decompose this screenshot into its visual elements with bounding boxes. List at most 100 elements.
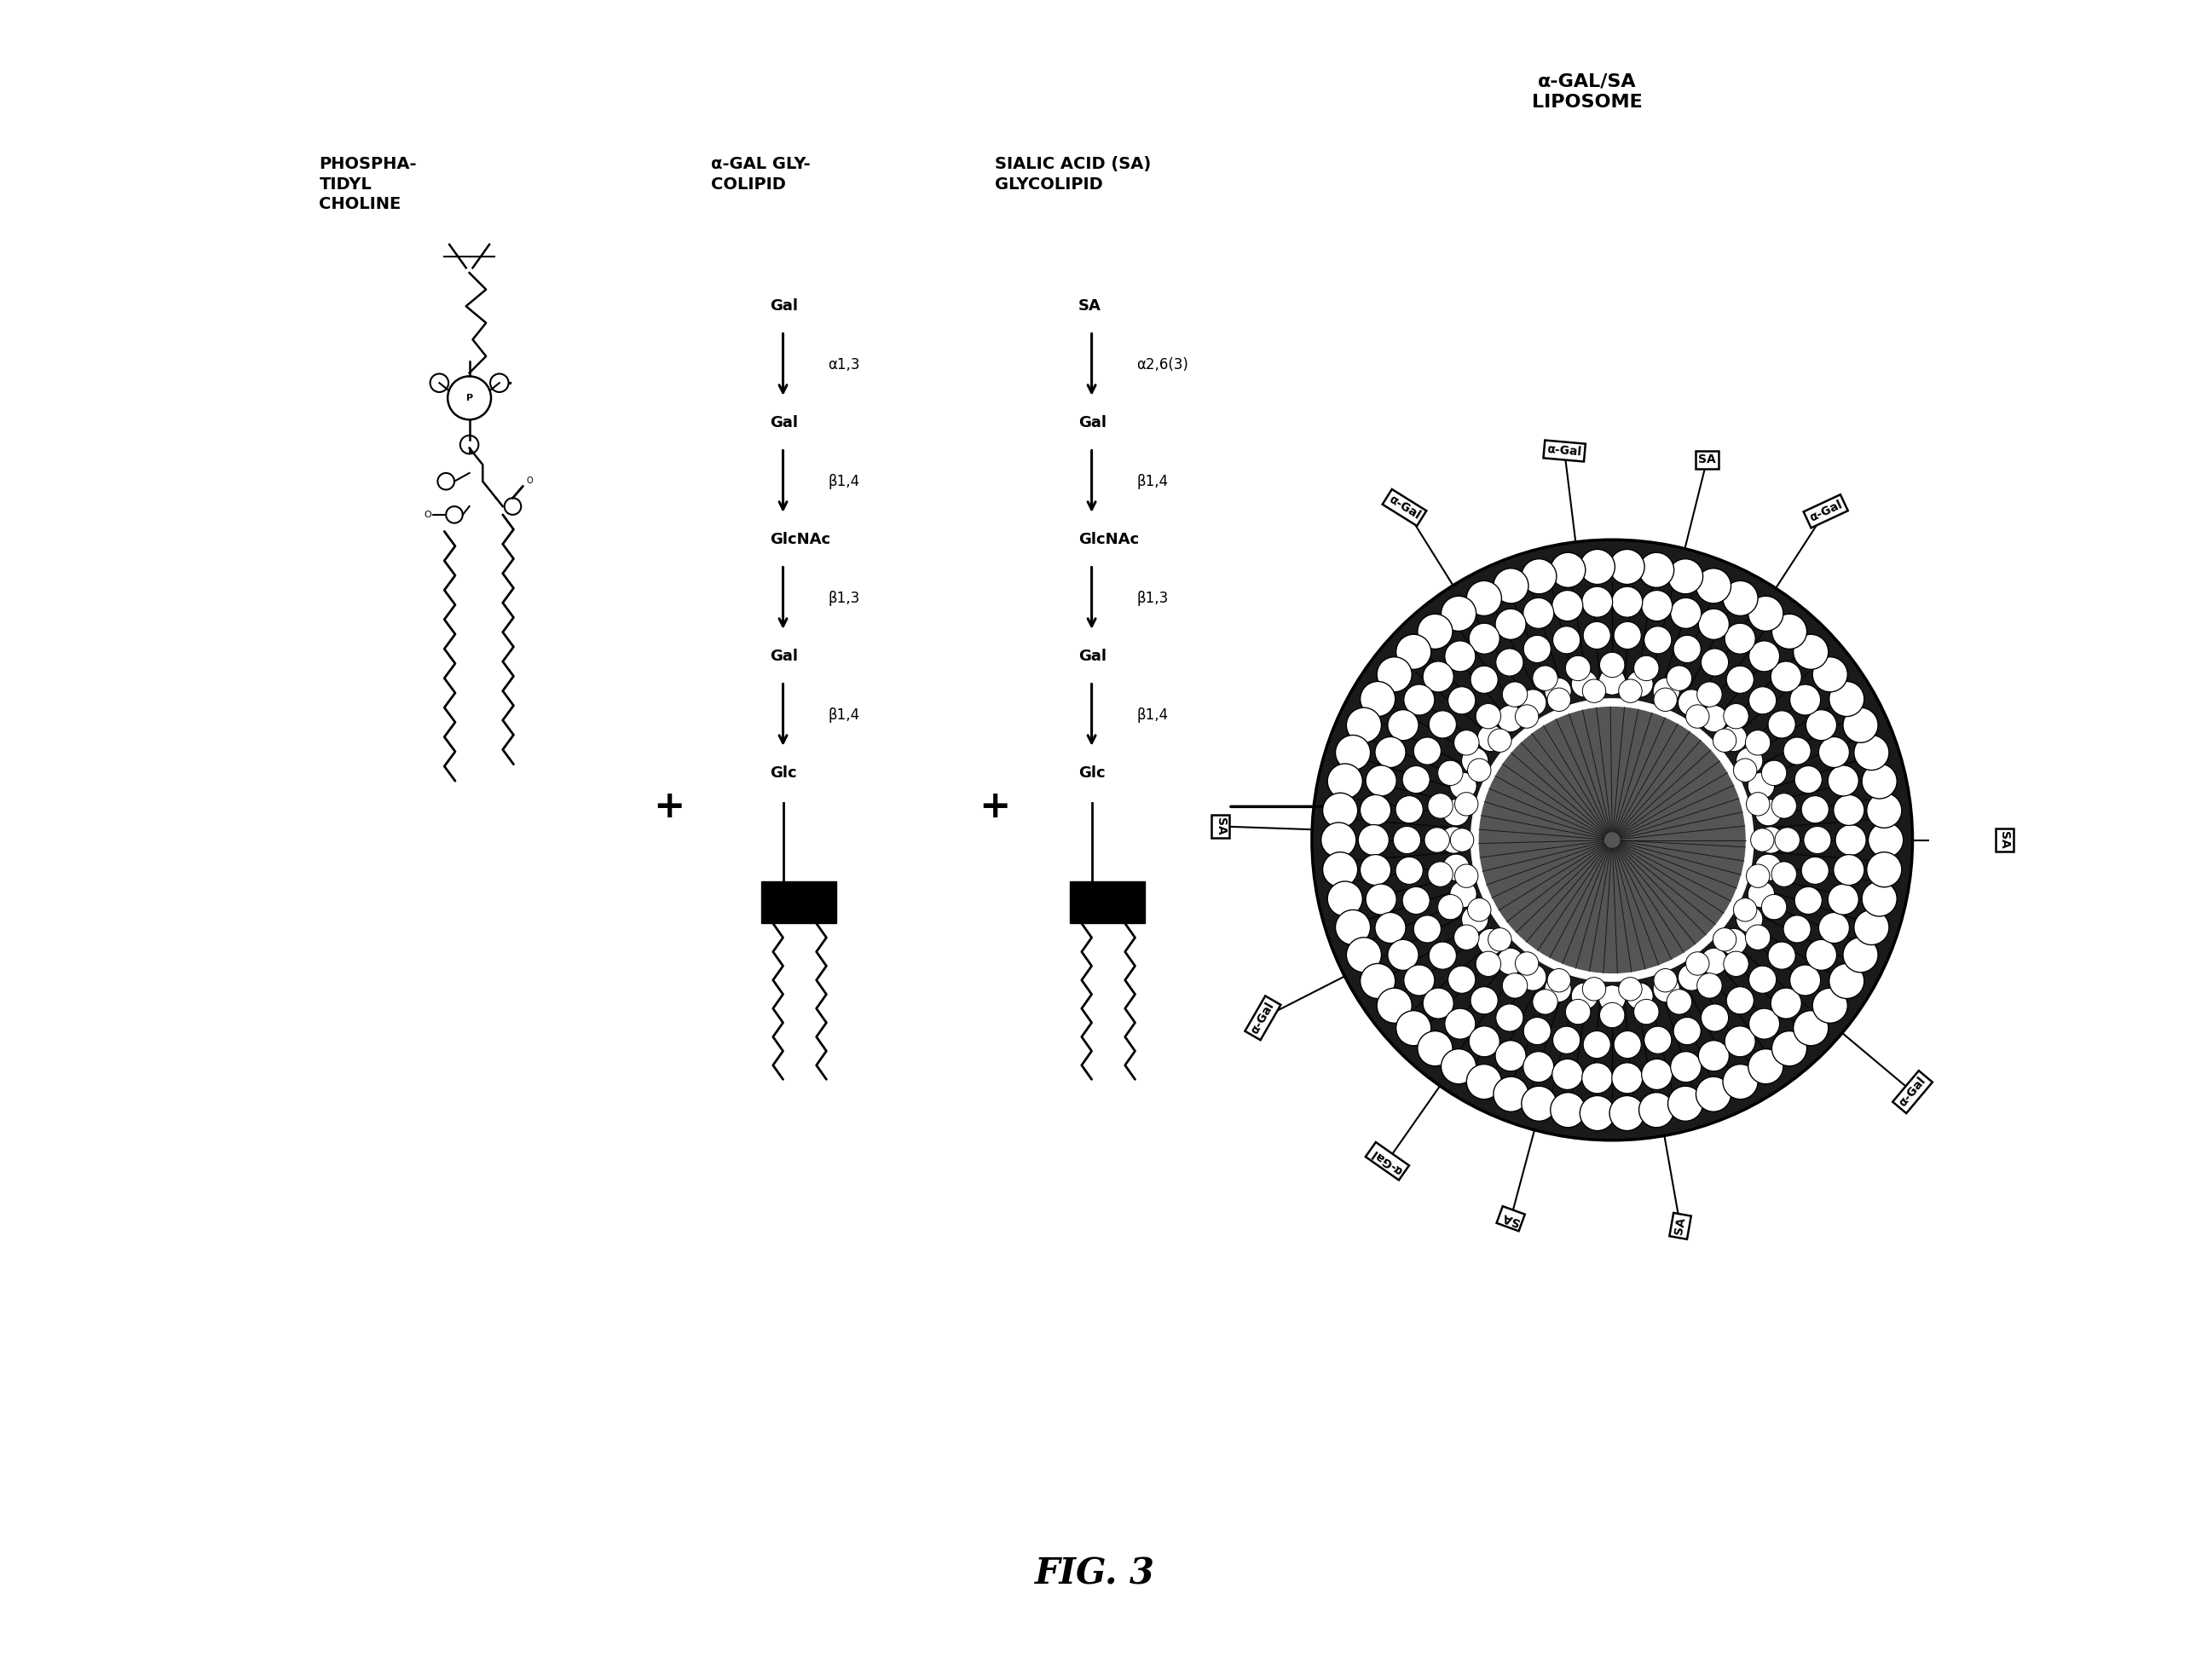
Circle shape [1724,1063,1759,1099]
Circle shape [1653,687,1678,711]
Bar [1071,882,1145,924]
Circle shape [1323,852,1358,887]
Circle shape [1522,559,1557,595]
Circle shape [1702,948,1728,974]
Circle shape [1599,669,1625,696]
Circle shape [1360,964,1395,998]
Circle shape [1454,864,1478,887]
Circle shape [1450,880,1476,907]
Circle shape [1327,764,1362,798]
Circle shape [1439,894,1463,919]
Text: O: O [425,511,431,519]
Circle shape [1553,1058,1583,1090]
Circle shape [1551,553,1586,588]
Text: α-Gal: α-Gal [1546,444,1581,459]
Circle shape [1673,1018,1702,1045]
Circle shape [1721,929,1748,956]
Circle shape [1522,1052,1555,1082]
Circle shape [1402,887,1430,914]
Circle shape [1794,766,1822,793]
Circle shape [1347,707,1382,743]
Circle shape [1833,795,1864,825]
Circle shape [1413,738,1441,764]
Circle shape [1520,964,1546,991]
Text: GlcNAc: GlcNAc [769,533,830,548]
Text: β1,4: β1,4 [828,474,861,489]
Circle shape [1476,704,1500,729]
Circle shape [1724,704,1748,729]
Circle shape [1772,613,1807,648]
Circle shape [1533,990,1557,1015]
Circle shape [1360,855,1391,885]
Circle shape [1750,1008,1780,1040]
Text: Gal: Gal [1077,415,1106,430]
Circle shape [1807,939,1837,971]
Circle shape [1454,793,1478,816]
Circle shape [1645,627,1671,654]
Circle shape [1572,983,1599,1010]
Circle shape [1476,951,1500,976]
Circle shape [1312,539,1912,1141]
Circle shape [1553,627,1581,654]
Circle shape [1367,884,1397,914]
Circle shape [1750,687,1776,714]
Text: α-GAL/SA
LIPOSOME: α-GAL/SA LIPOSOME [1531,72,1642,111]
Circle shape [1726,1026,1756,1057]
Circle shape [1634,655,1658,680]
Circle shape [1388,939,1419,971]
Circle shape [1702,648,1728,675]
Circle shape [1713,927,1737,951]
Circle shape [1548,969,1570,993]
Circle shape [1533,665,1557,690]
Circle shape [1439,761,1463,786]
Circle shape [1789,684,1820,716]
Circle shape [1417,1032,1452,1067]
Circle shape [1724,581,1759,617]
Circle shape [1750,640,1780,672]
Circle shape [1448,966,1476,993]
Circle shape [1862,764,1897,798]
Circle shape [1618,978,1642,1001]
Circle shape [1467,899,1491,921]
Text: β1,4: β1,4 [1137,707,1167,722]
Circle shape [1445,640,1476,672]
Circle shape [1478,929,1505,956]
Circle shape [1443,853,1469,880]
Circle shape [1868,823,1903,857]
Circle shape [1667,990,1691,1015]
Circle shape [1581,586,1612,617]
Circle shape [1599,984,1625,1011]
Circle shape [1566,1000,1590,1025]
Circle shape [1813,657,1848,692]
Bar [762,882,837,924]
Circle shape [1737,906,1763,932]
Circle shape [1478,707,1745,973]
Circle shape [1579,1095,1614,1131]
Circle shape [1855,911,1890,944]
Circle shape [1441,1048,1476,1084]
Circle shape [1748,1048,1783,1084]
Circle shape [1855,736,1890,769]
Circle shape [1645,1026,1671,1053]
Circle shape [1697,682,1721,707]
Circle shape [1441,596,1476,632]
Circle shape [1748,880,1774,907]
Circle shape [1467,581,1502,617]
Circle shape [1469,699,1754,981]
Circle shape [1583,1032,1610,1058]
Text: P: P [466,393,473,402]
Circle shape [1347,937,1382,973]
Circle shape [1829,682,1864,716]
Text: α-Gal: α-Gal [1897,1075,1927,1109]
Circle shape [1367,766,1397,796]
Circle shape [1469,623,1500,654]
Circle shape [1404,964,1434,996]
Circle shape [1866,852,1901,887]
Circle shape [1667,665,1691,690]
Circle shape [1614,1032,1640,1058]
Circle shape [1360,682,1395,716]
Text: FIG. 3: FIG. 3 [1036,1556,1154,1593]
Circle shape [1767,942,1796,969]
Text: SA: SA [1215,818,1226,835]
Circle shape [1772,1032,1807,1067]
